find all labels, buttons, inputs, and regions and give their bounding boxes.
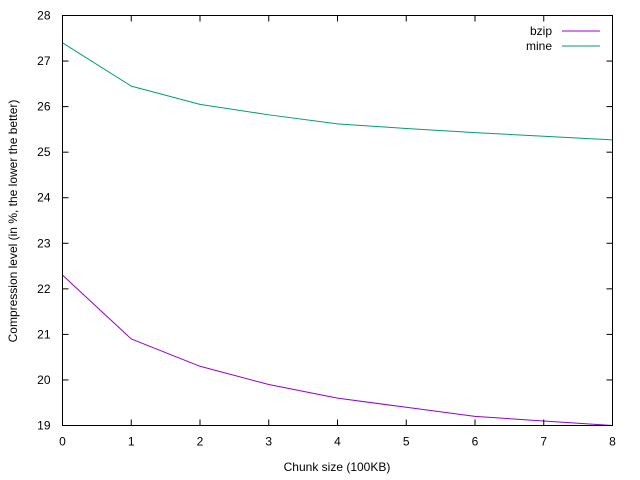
y-tick-label: 23 <box>37 236 51 250</box>
y-tick-label: 28 <box>37 9 51 23</box>
y-tick-label: 20 <box>37 373 51 387</box>
series-layer <box>62 42 613 426</box>
y-tick-label: 24 <box>37 191 51 205</box>
y-tick-label: 27 <box>37 54 51 68</box>
legend-label-mine: mine <box>526 39 552 53</box>
y-tick-label: 26 <box>37 100 51 114</box>
x-tick-label: 3 <box>265 435 272 449</box>
x-axis: 0 1 2 3 4 5 6 7 8 <box>59 15 616 449</box>
x-tick-label: 2 <box>197 435 204 449</box>
x-tick-label: 0 <box>59 435 66 449</box>
x-tick-label: 5 <box>403 435 410 449</box>
y-axis-label: Compression level (in %, the lower the b… <box>6 100 20 343</box>
y-tick-label: 21 <box>37 327 51 341</box>
series-line-mine <box>62 42 613 141</box>
y-tick-label: 19 <box>37 419 51 433</box>
x-tick-label: 7 <box>540 435 547 449</box>
y-axis: 19 20 21 22 23 24 25 26 27 28 <box>37 9 613 433</box>
series-line-bzip <box>62 274 613 426</box>
legend-label-bzip: bzip <box>530 24 552 38</box>
y-tick-label: 22 <box>37 282 51 296</box>
x-tick-label: 6 <box>472 435 479 449</box>
x-tick-label: 4 <box>334 435 341 449</box>
x-tick-label: 8 <box>609 435 616 449</box>
x-tick-label: 1 <box>128 435 135 449</box>
x-axis-label: Chunk size (100KB) <box>284 460 391 474</box>
y-tick-label: 25 <box>37 145 51 159</box>
